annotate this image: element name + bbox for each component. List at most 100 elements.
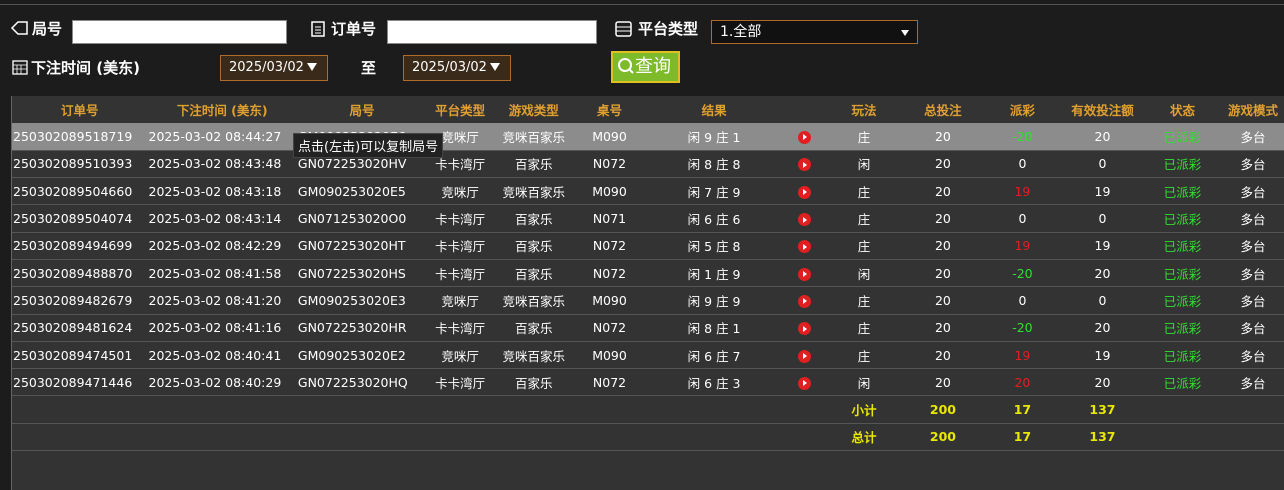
column-header: 有效投注额 [1071, 103, 1134, 118]
query-text: 查询 [635, 56, 671, 77]
cell: 竞咪厅 [427, 286, 494, 315]
cell: GM090253020E2 [296, 341, 428, 370]
empty-cell [12, 395, 148, 424]
cell: M090 [574, 123, 645, 151]
cell: 20 [901, 286, 985, 315]
play-icon[interactable] [798, 185, 812, 199]
table-row[interactable]: 250302089474501 2025-03-02 08:40:41 GM0902… [12, 341, 1284, 370]
cell: 250302089488870 [12, 259, 148, 288]
cell: 20 [901, 341, 985, 370]
query-button[interactable]: 查询 [611, 51, 680, 83]
table-row[interactable]: 250302089494699 2025-03-02 08:42:29 GN0722… [12, 232, 1284, 260]
column-header: 状态 [1169, 103, 1195, 118]
video-cell[interactable] [783, 368, 827, 397]
cell: 闲 9 庄 1 [644, 123, 784, 151]
order-input[interactable] [387, 20, 597, 44]
cell: 多台 [1220, 286, 1284, 315]
cell: 250302089504660 [12, 177, 148, 206]
total-total-bet: 200 [901, 423, 985, 452]
cell: 闲 6 庄 3 [644, 368, 784, 397]
cell: 庄 [826, 341, 902, 370]
cell: 多台 [1220, 314, 1284, 342]
column-header: 结果 [701, 103, 727, 118]
cell: 2025-03-02 08:44:27 [147, 123, 297, 151]
table-row[interactable]: 250302089504660 2025-03-02 08:43:18 GM0902… [12, 177, 1284, 206]
play-icon[interactable] [798, 267, 812, 281]
cell: 20 [901, 314, 985, 342]
empty-cell [574, 395, 645, 424]
video-cell[interactable] [783, 259, 827, 288]
to-label: 至 [361, 59, 377, 77]
empty-cell [493, 395, 575, 424]
cell: 250302089504074 [12, 204, 148, 233]
play-icon[interactable] [798, 158, 812, 172]
play-icon[interactable] [798, 294, 812, 308]
column-header: 派彩 [1009, 103, 1035, 118]
empty-cell [296, 395, 428, 424]
cell: 百家乐 [493, 150, 575, 179]
play-icon[interactable] [798, 240, 812, 254]
round-input[interactable] [72, 20, 287, 44]
cell: N071 [574, 204, 645, 233]
video-cell[interactable] [783, 177, 827, 206]
subtotal-total-bet: 200 [901, 395, 985, 424]
cell: 闲 [826, 150, 902, 179]
cell: 庄 [826, 286, 902, 315]
cell: 19 [1060, 177, 1145, 206]
cell: 2025-03-02 08:40:41 [147, 341, 297, 370]
play-icon[interactable] [798, 130, 812, 144]
table-row[interactable]: 250302089504074 2025-03-02 08:43:14 GN0712… [12, 204, 1284, 233]
cell: M090 [574, 341, 645, 370]
cell: 闲 6 庄 7 [644, 341, 784, 370]
table-row[interactable]: 250302089471446 2025-03-02 08:40:29 GN0722… [12, 368, 1284, 397]
play-icon[interactable] [798, 322, 812, 336]
cell: 多台 [1220, 177, 1284, 206]
total-payout: 17 [984, 423, 1061, 452]
table-row[interactable]: 250302089482679 2025-03-02 08:41:20 GM0902… [12, 286, 1284, 315]
platform-select[interactable]: 1.全部 [711, 20, 918, 44]
cell: 已派彩 [1144, 150, 1221, 179]
table-row[interactable]: 250302089481624 2025-03-02 08:41:16 GN0722… [12, 314, 1284, 342]
cell: 0 [984, 286, 1061, 315]
date-from[interactable]: 2025/03/02 [220, 55, 328, 81]
video-cell[interactable] [783, 204, 827, 233]
play-icon[interactable] [798, 349, 812, 363]
column-header: 游戏模式 [1227, 103, 1278, 118]
order-label: 订单号 [331, 20, 377, 38]
empty-cell [493, 423, 575, 452]
video-cell[interactable] [783, 314, 827, 342]
play-icon[interactable] [798, 213, 812, 227]
table-row[interactable]: 250302089510393 2025-03-02 08:43:48 GN0722… [12, 150, 1284, 179]
cell: 250302089482679 [12, 286, 148, 315]
cell: 20 [901, 232, 985, 260]
platform-value: 1.全部 [720, 24, 762, 40]
play-icon[interactable] [798, 376, 812, 390]
video-cell[interactable] [783, 341, 827, 370]
table-row[interactable]: 250302089488870 2025-03-02 08:41:58 GN0722… [12, 259, 1284, 288]
cell: 2025-03-02 08:41:20 [147, 286, 297, 315]
date-to[interactable]: 2025/03/02 [403, 55, 511, 81]
cell: 百家乐 [493, 259, 575, 288]
cell: N072 [574, 150, 645, 179]
column-header: 总投注 [924, 103, 962, 118]
video-cell[interactable] [783, 150, 827, 179]
column-header: 订单号 [61, 103, 99, 118]
cell: 百家乐 [493, 368, 575, 397]
cell: 2025-03-02 08:41:16 [147, 314, 297, 342]
video-cell[interactable] [783, 123, 827, 151]
cell: 已派彩 [1144, 232, 1221, 260]
cell: 竞咪厅 [427, 341, 494, 370]
video-cell[interactable] [783, 286, 827, 315]
cell: 2025-03-02 08:43:18 [147, 177, 297, 206]
cell: 20 [1060, 259, 1145, 288]
cell: 卡卡湾厅 [427, 232, 494, 260]
empty-cell [574, 423, 645, 452]
cell: 卡卡湾厅 [427, 204, 494, 233]
result-grid: 订单号 下注时间 (美东) 局号 平台类型 游戏类型 桌号 结果 玩法 总投注 派彩 有效投注额 状态… [11, 96, 1284, 490]
cell: 百家乐 [493, 204, 575, 233]
cell: 20 [1060, 314, 1145, 342]
cell: 0 [1060, 204, 1145, 233]
video-cell[interactable] [783, 232, 827, 260]
